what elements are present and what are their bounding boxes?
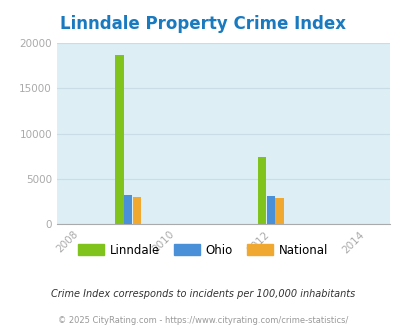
Text: Linndale Property Crime Index: Linndale Property Crime Index xyxy=(60,15,345,33)
Text: Crime Index corresponds to incidents per 100,000 inhabitants: Crime Index corresponds to incidents per… xyxy=(51,289,354,299)
Legend: Linndale, Ohio, National: Linndale, Ohio, National xyxy=(72,239,333,261)
Bar xyxy=(266,196,275,224)
Bar xyxy=(132,197,141,224)
Text: © 2025 CityRating.com - https://www.cityrating.com/crime-statistics/: © 2025 CityRating.com - https://www.city… xyxy=(58,315,347,325)
Bar xyxy=(257,157,266,224)
Bar xyxy=(124,195,132,224)
Bar xyxy=(115,55,124,224)
Bar xyxy=(275,198,283,224)
